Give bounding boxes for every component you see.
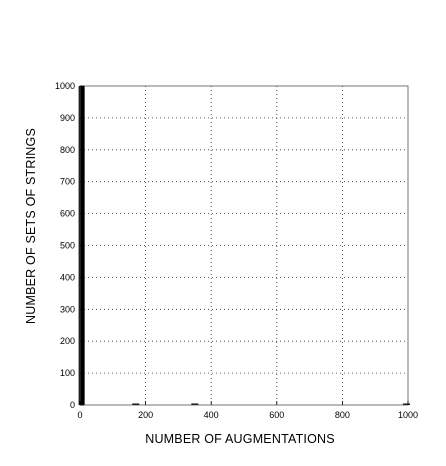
y-tick-label: 900 [60,113,75,123]
y-tick-label: 100 [60,368,75,378]
x-tick-label: 600 [269,410,284,420]
y-tick-label: 800 [60,145,75,155]
y-tick-label: 0 [70,400,75,410]
x-tick-labels: 0 200 400 600 800 1000 [77,401,418,420]
y-tick-labels: 0 100 200 300 400 500 600 700 800 900 1000 [55,81,84,410]
y-axis-title: NUMBER OF SETS OF STRINGS [24,128,38,324]
grid [80,86,408,405]
y-tick-label: 200 [60,336,75,346]
y-tick-label: 600 [60,209,75,219]
x-tick-label: 1000 [398,410,418,420]
y-tick-label: 300 [60,304,75,314]
y-tick-label: 500 [60,241,75,251]
bar [132,403,140,405]
y-tick-label: 400 [60,272,75,282]
y-tick-label: 700 [60,177,75,187]
x-tick-label: 0 [77,410,82,420]
x-tick-label: 200 [138,410,153,420]
x-tick-label: 800 [335,410,350,420]
x-tick-label: 400 [204,410,219,420]
bar [191,403,199,405]
y-tick-label: 1000 [55,81,75,91]
x-axis-title: NUMBER OF AUGMENTATIONS [145,432,335,446]
bar [402,403,410,405]
